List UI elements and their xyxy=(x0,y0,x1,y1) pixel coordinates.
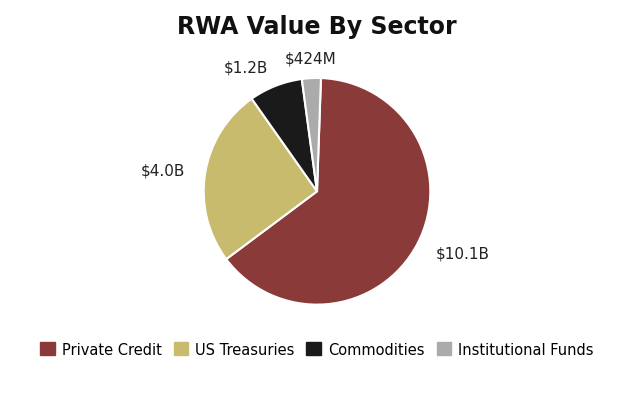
Wedge shape xyxy=(204,99,317,259)
Title: RWA Value By Sector: RWA Value By Sector xyxy=(177,15,457,39)
Legend: Private Credit, US Treasuries, Commodities, Institutional Funds: Private Credit, US Treasuries, Commoditi… xyxy=(34,336,600,363)
Text: $10.1B: $10.1B xyxy=(436,246,489,261)
Wedge shape xyxy=(226,79,430,305)
Text: $1.2B: $1.2B xyxy=(224,60,268,75)
Text: $424M: $424M xyxy=(285,51,336,66)
Text: $4.0B: $4.0B xyxy=(141,164,185,178)
Wedge shape xyxy=(302,79,321,192)
Wedge shape xyxy=(252,80,317,192)
